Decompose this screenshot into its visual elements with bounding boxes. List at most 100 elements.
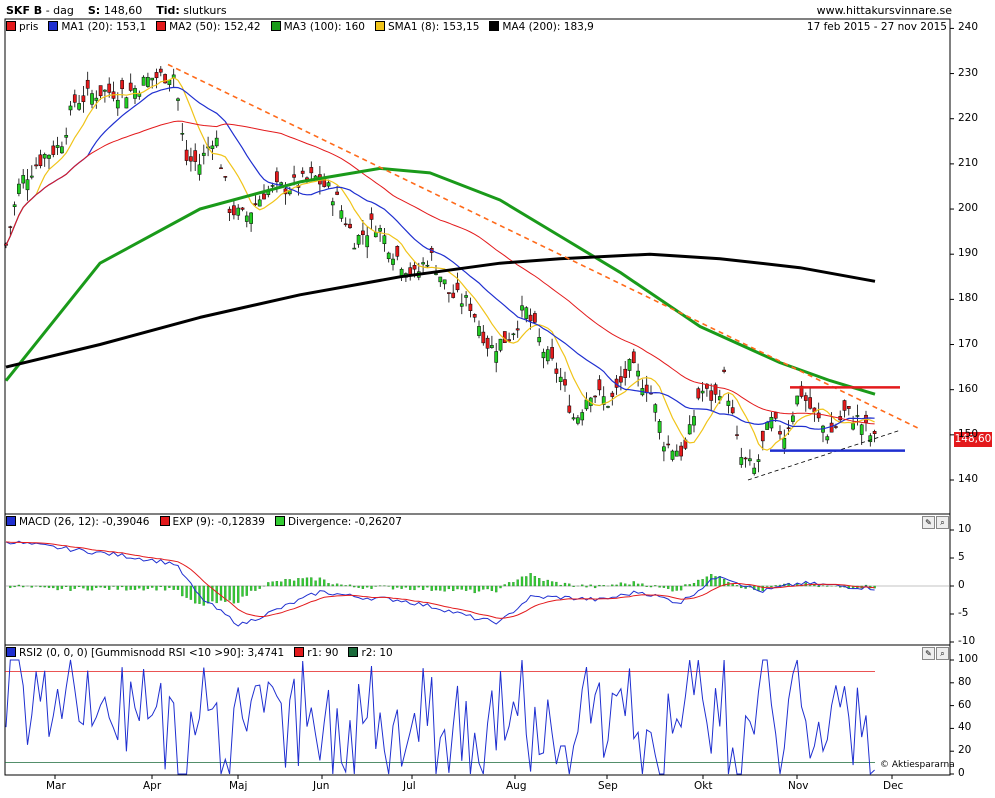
macd-divergence-bar xyxy=(30,585,33,588)
macd-divergence-bar xyxy=(555,581,558,587)
y-tick-label: -10 xyxy=(958,635,976,647)
y-tick-label: 170 xyxy=(958,337,979,350)
tid-label: Tid: xyxy=(156,4,180,17)
candle-body xyxy=(434,273,438,275)
zoom-icon[interactable]: ⌕ xyxy=(936,516,949,529)
trend-line-down xyxy=(167,63,919,429)
macd-legend: MACD (26, 12): -0,39046 EXP (9): -0,12839… xyxy=(6,516,412,528)
s-label: S: xyxy=(87,4,101,17)
zoom-icon[interactable]: ⌕ xyxy=(936,647,949,660)
macd-divergence-bar xyxy=(731,583,734,587)
macd-divergence-bar xyxy=(533,576,537,587)
macd-divergence-bar xyxy=(348,584,352,587)
ma100-line xyxy=(4,166,876,396)
macd-divergence-bar xyxy=(254,585,257,591)
macd-divergence-bar xyxy=(138,585,141,589)
macd-divergence-bar xyxy=(563,582,567,587)
macd-divergence-bar xyxy=(765,585,769,587)
y-tick-label: 10 xyxy=(958,523,972,535)
macd-divergence-bar xyxy=(245,585,248,596)
macd-divergence-bar xyxy=(400,585,403,589)
legend-item: MA3 (100): 160 xyxy=(270,21,365,33)
candle-body xyxy=(528,314,533,322)
candle-body xyxy=(180,133,185,135)
macd-divergence-bar xyxy=(189,585,193,600)
y-tick-label: 230 xyxy=(958,66,979,79)
y-tick-label: 140 xyxy=(958,473,979,485)
site-url[interactable]: www.hittakursvinnare.se xyxy=(816,4,952,17)
candle-body xyxy=(563,379,567,386)
macd-divergence-bar xyxy=(641,583,644,587)
macd-divergence-bar xyxy=(99,585,102,588)
candle-body xyxy=(81,95,86,103)
macd-divergence-bar xyxy=(335,583,339,587)
wrench-icon[interactable]: ✎ xyxy=(922,647,935,660)
candle-body xyxy=(571,417,576,420)
macd-divergence-bar xyxy=(288,579,291,587)
legend-swatch xyxy=(489,21,500,31)
candle-body xyxy=(55,145,60,148)
candle-body xyxy=(472,314,477,318)
macd-divergence-bar xyxy=(280,581,283,587)
x-tick-label: Mar xyxy=(46,780,66,792)
rsi-line xyxy=(5,659,875,776)
legend-swatch xyxy=(48,21,59,31)
candle-body xyxy=(158,68,163,73)
macd-divergence-bar xyxy=(219,585,223,601)
macd-divergence-bar xyxy=(142,585,145,591)
macd-divergence-bar xyxy=(391,585,395,590)
x-tick-label: Maj xyxy=(229,780,248,792)
candle-body xyxy=(769,417,774,429)
macd-divergence-bar xyxy=(525,576,528,587)
macd-divergence-bar xyxy=(701,579,704,587)
candle-body xyxy=(468,303,473,311)
y-tick-label: 100 xyxy=(958,653,979,665)
candle-body xyxy=(141,76,146,86)
candle-body xyxy=(167,79,172,85)
macd-divergence-bar xyxy=(722,579,726,587)
candle-body xyxy=(558,376,563,382)
candle-body xyxy=(515,328,520,331)
candle-body xyxy=(567,405,572,413)
macd-divergence-bar xyxy=(581,584,584,587)
candle-body xyxy=(262,193,266,200)
candle-body xyxy=(722,369,726,372)
legend-swatch xyxy=(274,516,285,526)
candle-body xyxy=(627,359,632,371)
candle-body xyxy=(502,331,507,343)
candle-body xyxy=(511,333,516,336)
wrench-icon[interactable]: ✎ xyxy=(922,516,935,529)
candle-body xyxy=(846,406,851,409)
candle-body xyxy=(576,417,580,424)
macd-divergence-bar xyxy=(292,580,296,587)
candle-body xyxy=(25,179,30,191)
candle-body xyxy=(47,154,51,159)
legend-item: SMA1 (8): 153,15 xyxy=(374,21,479,33)
legend-swatch xyxy=(348,647,359,657)
legend-item: MA4 (200): 183,9 xyxy=(489,21,594,33)
macd-divergence-bar xyxy=(542,580,545,587)
macd-divergence-bar xyxy=(82,585,85,589)
candle-body xyxy=(490,345,494,348)
candle-body xyxy=(369,213,374,220)
candle-body xyxy=(872,431,877,435)
legend-label: MA1 (20): 153,1 xyxy=(61,21,147,33)
ma20-line xyxy=(5,86,875,430)
legend-item: Divergence: -0,26207 xyxy=(274,516,402,528)
macd-divergence-bar xyxy=(22,585,25,588)
candle-body xyxy=(38,154,43,167)
trend-line-up xyxy=(747,429,901,481)
macd-divergence-bar xyxy=(761,585,764,592)
macd-divergence-bar xyxy=(507,582,511,587)
chart-header: SKF B - dag S: 148,60 Tid: slutkurs xyxy=(6,4,227,17)
legend-swatch xyxy=(294,647,305,657)
candle-body xyxy=(816,412,821,419)
macd-divergence-bar xyxy=(275,581,279,587)
tid-value: slutkurs xyxy=(183,4,227,17)
candle-body xyxy=(743,457,748,460)
macd-divergence-bar xyxy=(439,585,442,591)
macd-divergence-bar xyxy=(65,585,68,587)
y-tick-label: 0 xyxy=(958,579,965,591)
candle-body xyxy=(485,337,490,349)
candle-body xyxy=(601,396,606,405)
